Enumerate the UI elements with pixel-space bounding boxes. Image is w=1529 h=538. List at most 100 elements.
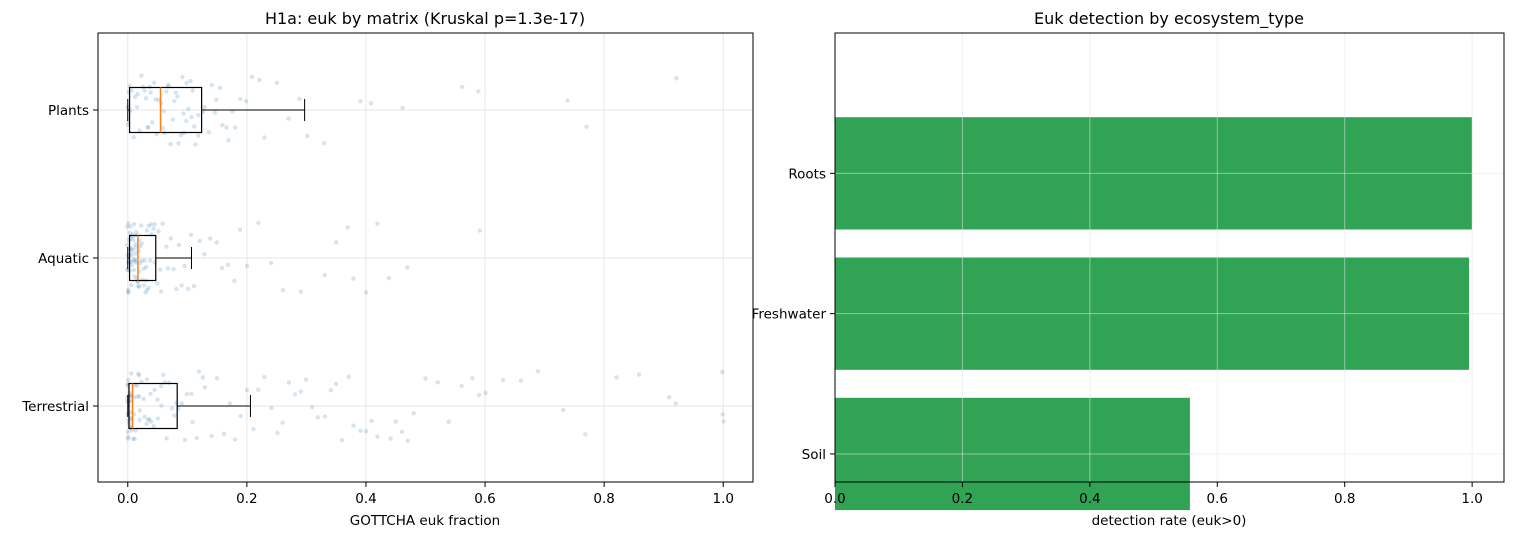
data-point <box>720 412 725 417</box>
data-point <box>144 228 150 233</box>
data-point <box>411 411 416 416</box>
data-point <box>139 258 145 263</box>
data-point <box>667 395 672 400</box>
data-point <box>181 130 186 136</box>
data-point <box>188 78 193 84</box>
data-point <box>305 133 310 139</box>
data-point <box>351 276 356 281</box>
data-point <box>137 284 142 289</box>
data-point <box>286 116 291 121</box>
data-point <box>363 429 369 434</box>
y-tick-label: Plants <box>48 103 89 119</box>
data-point <box>188 232 194 237</box>
data-point <box>232 437 238 442</box>
data-point <box>280 288 286 293</box>
data-point <box>146 125 151 130</box>
data-point <box>303 377 309 382</box>
data-point <box>126 290 131 295</box>
data-point <box>190 88 195 93</box>
data-point <box>720 369 725 375</box>
data-point <box>134 383 140 388</box>
data-point <box>129 263 135 268</box>
bar-y-ticks: Roots Freshwater Soil <box>752 166 835 463</box>
data-point <box>158 267 163 272</box>
data-point <box>196 369 202 374</box>
data-point <box>146 223 151 228</box>
data-point <box>262 135 267 140</box>
data-point <box>133 258 138 263</box>
data-point <box>147 417 152 422</box>
data-point <box>149 232 154 237</box>
data-point <box>368 101 374 106</box>
data-point <box>351 423 356 428</box>
data-point <box>160 221 165 226</box>
data-point <box>251 426 256 432</box>
y-tick-label: Roots <box>788 166 826 182</box>
data-point <box>125 429 131 434</box>
x-tick-label: 0.6 <box>474 491 495 507</box>
data-point <box>129 88 134 93</box>
data-point <box>393 419 398 424</box>
data-point <box>161 372 166 377</box>
x-tick-label: 0.0 <box>824 491 845 507</box>
data-point <box>224 125 229 130</box>
x-tick-label: 0.4 <box>355 491 376 507</box>
data-point <box>202 385 208 390</box>
data-point <box>132 383 138 388</box>
data-point <box>249 74 255 80</box>
data-point <box>143 96 149 101</box>
data-point <box>405 438 410 443</box>
data-point <box>172 98 177 104</box>
data-point <box>127 230 132 235</box>
data-point <box>151 226 156 231</box>
bar-x-axis-label: detection rate (euk>0) <box>1092 513 1247 529</box>
data-point <box>219 265 225 271</box>
data-point <box>315 415 320 420</box>
data-point <box>153 97 158 102</box>
data-point <box>333 381 339 387</box>
data-point <box>133 428 138 433</box>
data-point <box>129 252 134 258</box>
data-point <box>269 405 274 411</box>
box-plants <box>127 86 306 134</box>
data-point <box>322 141 327 146</box>
y-tick-label: Aquatic <box>38 251 89 267</box>
x-tick-label: 0.4 <box>1079 491 1100 507</box>
data-point <box>146 417 151 422</box>
data-point <box>186 286 191 292</box>
data-point <box>146 285 151 291</box>
box-iqr <box>128 86 203 134</box>
data-point <box>176 242 182 248</box>
data-point <box>144 264 149 270</box>
data-point <box>125 267 130 273</box>
data-point <box>137 417 142 423</box>
data-point <box>137 394 142 399</box>
data-point <box>197 238 202 244</box>
data-point <box>164 436 169 441</box>
data-point <box>483 390 488 396</box>
data-point <box>135 394 140 399</box>
data-point <box>142 258 147 263</box>
data-point <box>131 436 136 441</box>
data-point <box>193 142 198 147</box>
data-point <box>168 236 173 241</box>
data-point <box>196 133 201 138</box>
data-point <box>322 414 328 419</box>
data-point <box>164 89 169 94</box>
data-point <box>470 376 475 381</box>
data-point <box>358 428 363 433</box>
data-point <box>144 421 149 427</box>
data-point <box>155 281 160 286</box>
data-point <box>280 420 285 425</box>
bar-title: Euk detection by ecosystem_type <box>1034 9 1304 29</box>
data-point <box>134 229 139 235</box>
data-point <box>225 262 231 268</box>
data-point <box>194 435 199 441</box>
box-iqr <box>128 382 178 430</box>
x-tick-label: 0.8 <box>593 491 614 507</box>
data-point <box>137 408 143 413</box>
x-tick-label: 0.2 <box>236 491 257 507</box>
data-point <box>208 236 213 241</box>
data-point <box>138 260 143 266</box>
data-point <box>184 392 189 397</box>
